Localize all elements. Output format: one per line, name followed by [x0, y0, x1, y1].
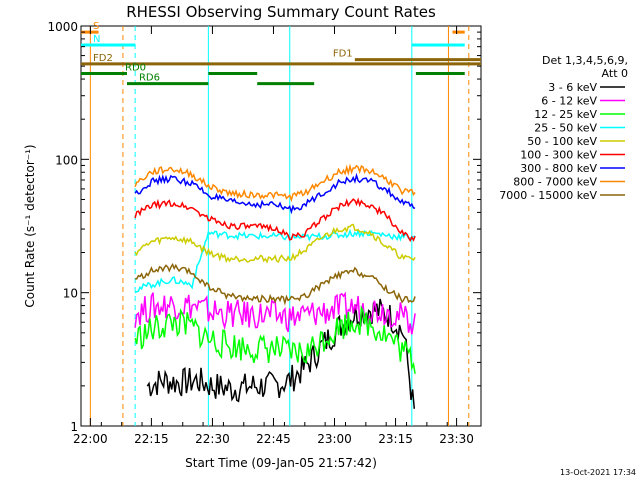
legend-label-50-100-kev: 50 - 100 keV — [527, 135, 597, 148]
legend-header-line-1: Det 1,3,4,5,6,9, — [542, 54, 628, 67]
flag-label-rd0: RD0 — [125, 63, 146, 74]
y-tick-label: 1000 — [47, 20, 78, 34]
y-tick-label: 100 — [55, 153, 78, 167]
x-tick-label: 22:45 — [256, 432, 291, 446]
legend-label-12-25-kev: 12 - 25 keV — [534, 108, 597, 121]
series-line-800-7000-kev — [134, 163, 416, 203]
series-line-100-300-kev — [134, 197, 416, 243]
flag-label-rd6: RD6 — [139, 73, 160, 84]
x-tick-label: 22:30 — [195, 432, 230, 446]
series-line-25-50-kev — [134, 228, 416, 294]
series-line-50-100-kev — [134, 223, 416, 264]
generated-timestamp: 13-Oct-2021 17:34 — [560, 468, 636, 477]
x-axis-label: Start Time (09-Jan-05 21:57:42) — [185, 456, 377, 470]
legend-header-line-2: Att 0 — [602, 67, 628, 80]
legend-label-3-6-kev: 3 - 6 keV — [548, 81, 597, 94]
legend-label-25-50-kev: 25 - 50 keV — [534, 122, 597, 135]
y-tick-label: 1 — [70, 420, 78, 434]
x-tick-label: 22:00 — [73, 432, 108, 446]
y-axis-label: Count Rate (s⁻¹ detector⁻¹) — [23, 144, 37, 307]
vertical-markers — [89, 26, 470, 426]
x-tick-label: 23:00 — [317, 432, 352, 446]
x-tick-label: 23:30 — [439, 432, 474, 446]
legend-label-800-7000-kev: 800 - 7000 keV — [513, 176, 597, 189]
axis-ticks: 22:00 22:15 22:30 22:45 23:00 23:15 23:30 1 10 10… — [47, 20, 481, 446]
legend-label-6-12-kev: 6 - 12 keV — [541, 95, 597, 108]
legend-label-300-800-kev: 300 - 800 keV — [520, 162, 597, 175]
flag-label-s: S — [93, 21, 99, 32]
x-tick-label: 22:15 — [134, 432, 169, 446]
y-tick-label: 10 — [63, 287, 78, 301]
series-line-12-25-kev — [134, 305, 416, 374]
flag-label-fd2: FD2 — [93, 53, 113, 64]
flag-label-n: N — [93, 34, 100, 45]
series-line-7000-15000-kev — [135, 262, 416, 306]
series-lines — [134, 163, 416, 409]
series-line-300-800-kev — [134, 172, 416, 215]
legend-label-100-300-kev: 100 - 300 keV — [520, 149, 597, 162]
chart-title: RHESSI Observing Summary Count Rates — [126, 3, 436, 21]
series-line-3-6-kev — [146, 298, 416, 409]
legend-label-7000-15000-kev: 7000 - 15000 keV — [499, 189, 597, 202]
flag-label-fd1: FD1 — [333, 49, 353, 60]
plot-frame — [80, 25, 482, 427]
x-tick-label: 23:15 — [378, 432, 413, 446]
